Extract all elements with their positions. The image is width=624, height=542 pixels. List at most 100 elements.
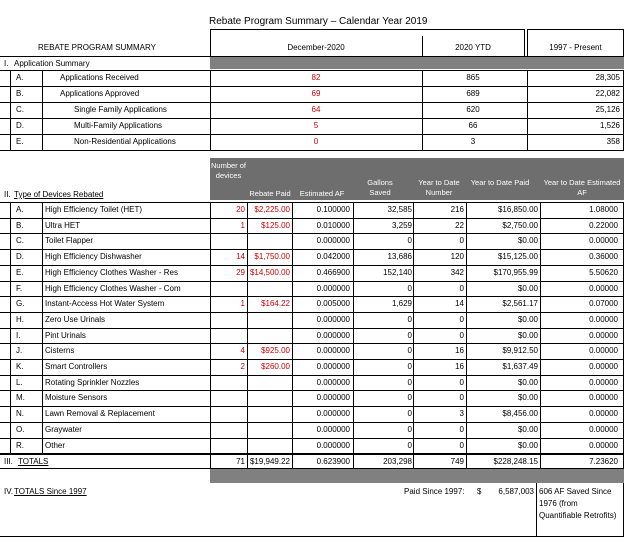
totals-gal: 203,298 (383, 457, 412, 466)
device-row-af: 0.000000 (316, 315, 350, 324)
grid-line (247, 454, 248, 468)
since-1997-label: TOTALS Since 1997 (14, 487, 87, 496)
grid-line (210, 70, 211, 150)
device-row-label: Zero Use Urinals (45, 315, 106, 324)
device-row-af: 0.466900 (316, 268, 350, 277)
grid-line (292, 202, 293, 453)
grid-line (527, 70, 528, 150)
totals-ytdaf: 7.23620 (589, 457, 618, 466)
device-row-label: Graywater (45, 425, 82, 434)
device-row-ytdaf: 0.00000 (589, 425, 618, 434)
device-row-num: 29 (236, 268, 245, 277)
device-row-paid: $1,750.00 (254, 252, 290, 261)
grid-line (10, 202, 11, 453)
device-row-gal: 32,585 (387, 205, 412, 214)
device-row-ytdaf: 1.08000 (589, 205, 618, 214)
app-row-total: 1,526 (599, 121, 620, 130)
device-row-letter: M. (16, 393, 25, 402)
grid-line (413, 454, 414, 468)
device-row-ytdaf: 0.00000 (589, 331, 618, 340)
grid-line (0, 438, 624, 439)
grid-line (42, 202, 43, 453)
grid-line (0, 118, 624, 119)
grid-line (0, 86, 624, 87)
device-row-gal: 13,686 (387, 252, 412, 261)
device-row-ytdn: 216 (450, 205, 464, 214)
grid-line (422, 70, 423, 150)
device-row-ytdp: $170,955.99 (493, 268, 539, 277)
grid-line (353, 454, 354, 468)
paid-since-currency: $ (477, 487, 482, 496)
grid-line (0, 70, 624, 71)
device-row-gal: 0 (407, 362, 412, 371)
device-row-label: Instant-Access Hot Water System (45, 299, 165, 308)
device-row-paid: $2,225.00 (254, 205, 290, 214)
device-row-gal: 3,259 (391, 221, 412, 230)
grid-line (210, 454, 211, 468)
device-row-gal: 0 (407, 346, 412, 355)
device-row-ytdn: 0 (459, 378, 464, 387)
device-row-ytdn: 0 (459, 236, 464, 245)
device-row-ytdaf: 0.00000 (589, 315, 618, 324)
grid-line (527, 29, 624, 30)
grid-line (0, 453, 624, 454)
device-row-ytdn: 0 (459, 331, 464, 340)
period-header: December-2020 (287, 43, 345, 52)
device-row-num: 14 (236, 252, 245, 261)
app-row-month: 0 (313, 137, 319, 146)
device-row-ytdp: $15,125.00 (497, 252, 538, 261)
device-row-af: 0.000000 (316, 236, 350, 245)
hdr-af: Estimated AF (299, 189, 345, 198)
device-row-letter: A. (16, 205, 24, 214)
device-row-af: 0.000000 (316, 425, 350, 434)
header-gray-band (210, 57, 624, 69)
device-row-ytdp: $0.00 (517, 441, 538, 450)
device-row-af: 0.100000 (316, 205, 350, 214)
device-row-ytdaf: 0.00000 (589, 441, 618, 450)
device-row-letter: N. (16, 409, 24, 418)
devices-header-band (210, 158, 624, 200)
device-row-paid: $260.00 (261, 362, 290, 371)
device-row-gal: 0 (407, 378, 412, 387)
hdr-ytd-number: Year to Date Number (418, 178, 460, 197)
device-row-num: 1 (240, 299, 245, 308)
device-row-ytdaf: 0.36000 (589, 252, 618, 261)
device-row-ytdaf: 0.00000 (589, 346, 618, 355)
hdr-ytd-paid: Year to Date Paid (470, 178, 530, 187)
grid-line (540, 454, 541, 468)
device-row-label: Lawn Removal & Replacement (45, 409, 155, 418)
device-row-paid: $14,500.00 (249, 268, 290, 277)
grid-line (247, 202, 248, 453)
device-row-ytdp: $2,750.00 (502, 221, 538, 230)
grid-line (524, 29, 525, 57)
device-row-letter: C. (16, 236, 24, 245)
device-row-num: 20 (236, 205, 245, 214)
devices-title: Type of Devices Rebated (14, 190, 104, 199)
device-row-ytdaf: 0.00000 (589, 362, 618, 371)
grid-line (0, 233, 624, 234)
section-roman-1: I. (4, 59, 9, 68)
app-row-ytd: 3 (470, 137, 476, 146)
device-row-num: 4 (240, 346, 245, 355)
app-row-month: 69 (311, 89, 321, 98)
grid-line (413, 202, 414, 453)
totals-ytdp: $228,248.15 (493, 457, 539, 466)
device-row-ytdn: 0 (459, 393, 464, 402)
grid-line (0, 468, 624, 469)
device-row-letter: H. (16, 315, 24, 324)
device-row-ytdp: $16,850.00 (497, 205, 538, 214)
device-row-letter: E. (16, 268, 24, 277)
grid-line (0, 249, 624, 250)
device-row-ytdn: 0 (459, 441, 464, 450)
app-row-month: 82 (311, 73, 321, 82)
grid-line (527, 29, 528, 57)
device-row-label: Pint Urinals (45, 331, 86, 340)
grid-line (0, 102, 624, 103)
hdr-rebate: Rebate Paid (249, 189, 291, 198)
device-row-ytdn: 0 (459, 425, 464, 434)
device-row-ytdp: $0.00 (517, 425, 538, 434)
device-row-letter: K. (16, 362, 24, 371)
device-row-ytdp: $9,912.50 (502, 346, 538, 355)
summary-label: REBATE PROGRAM SUMMARY (38, 43, 156, 52)
grid-line (42, 70, 43, 150)
